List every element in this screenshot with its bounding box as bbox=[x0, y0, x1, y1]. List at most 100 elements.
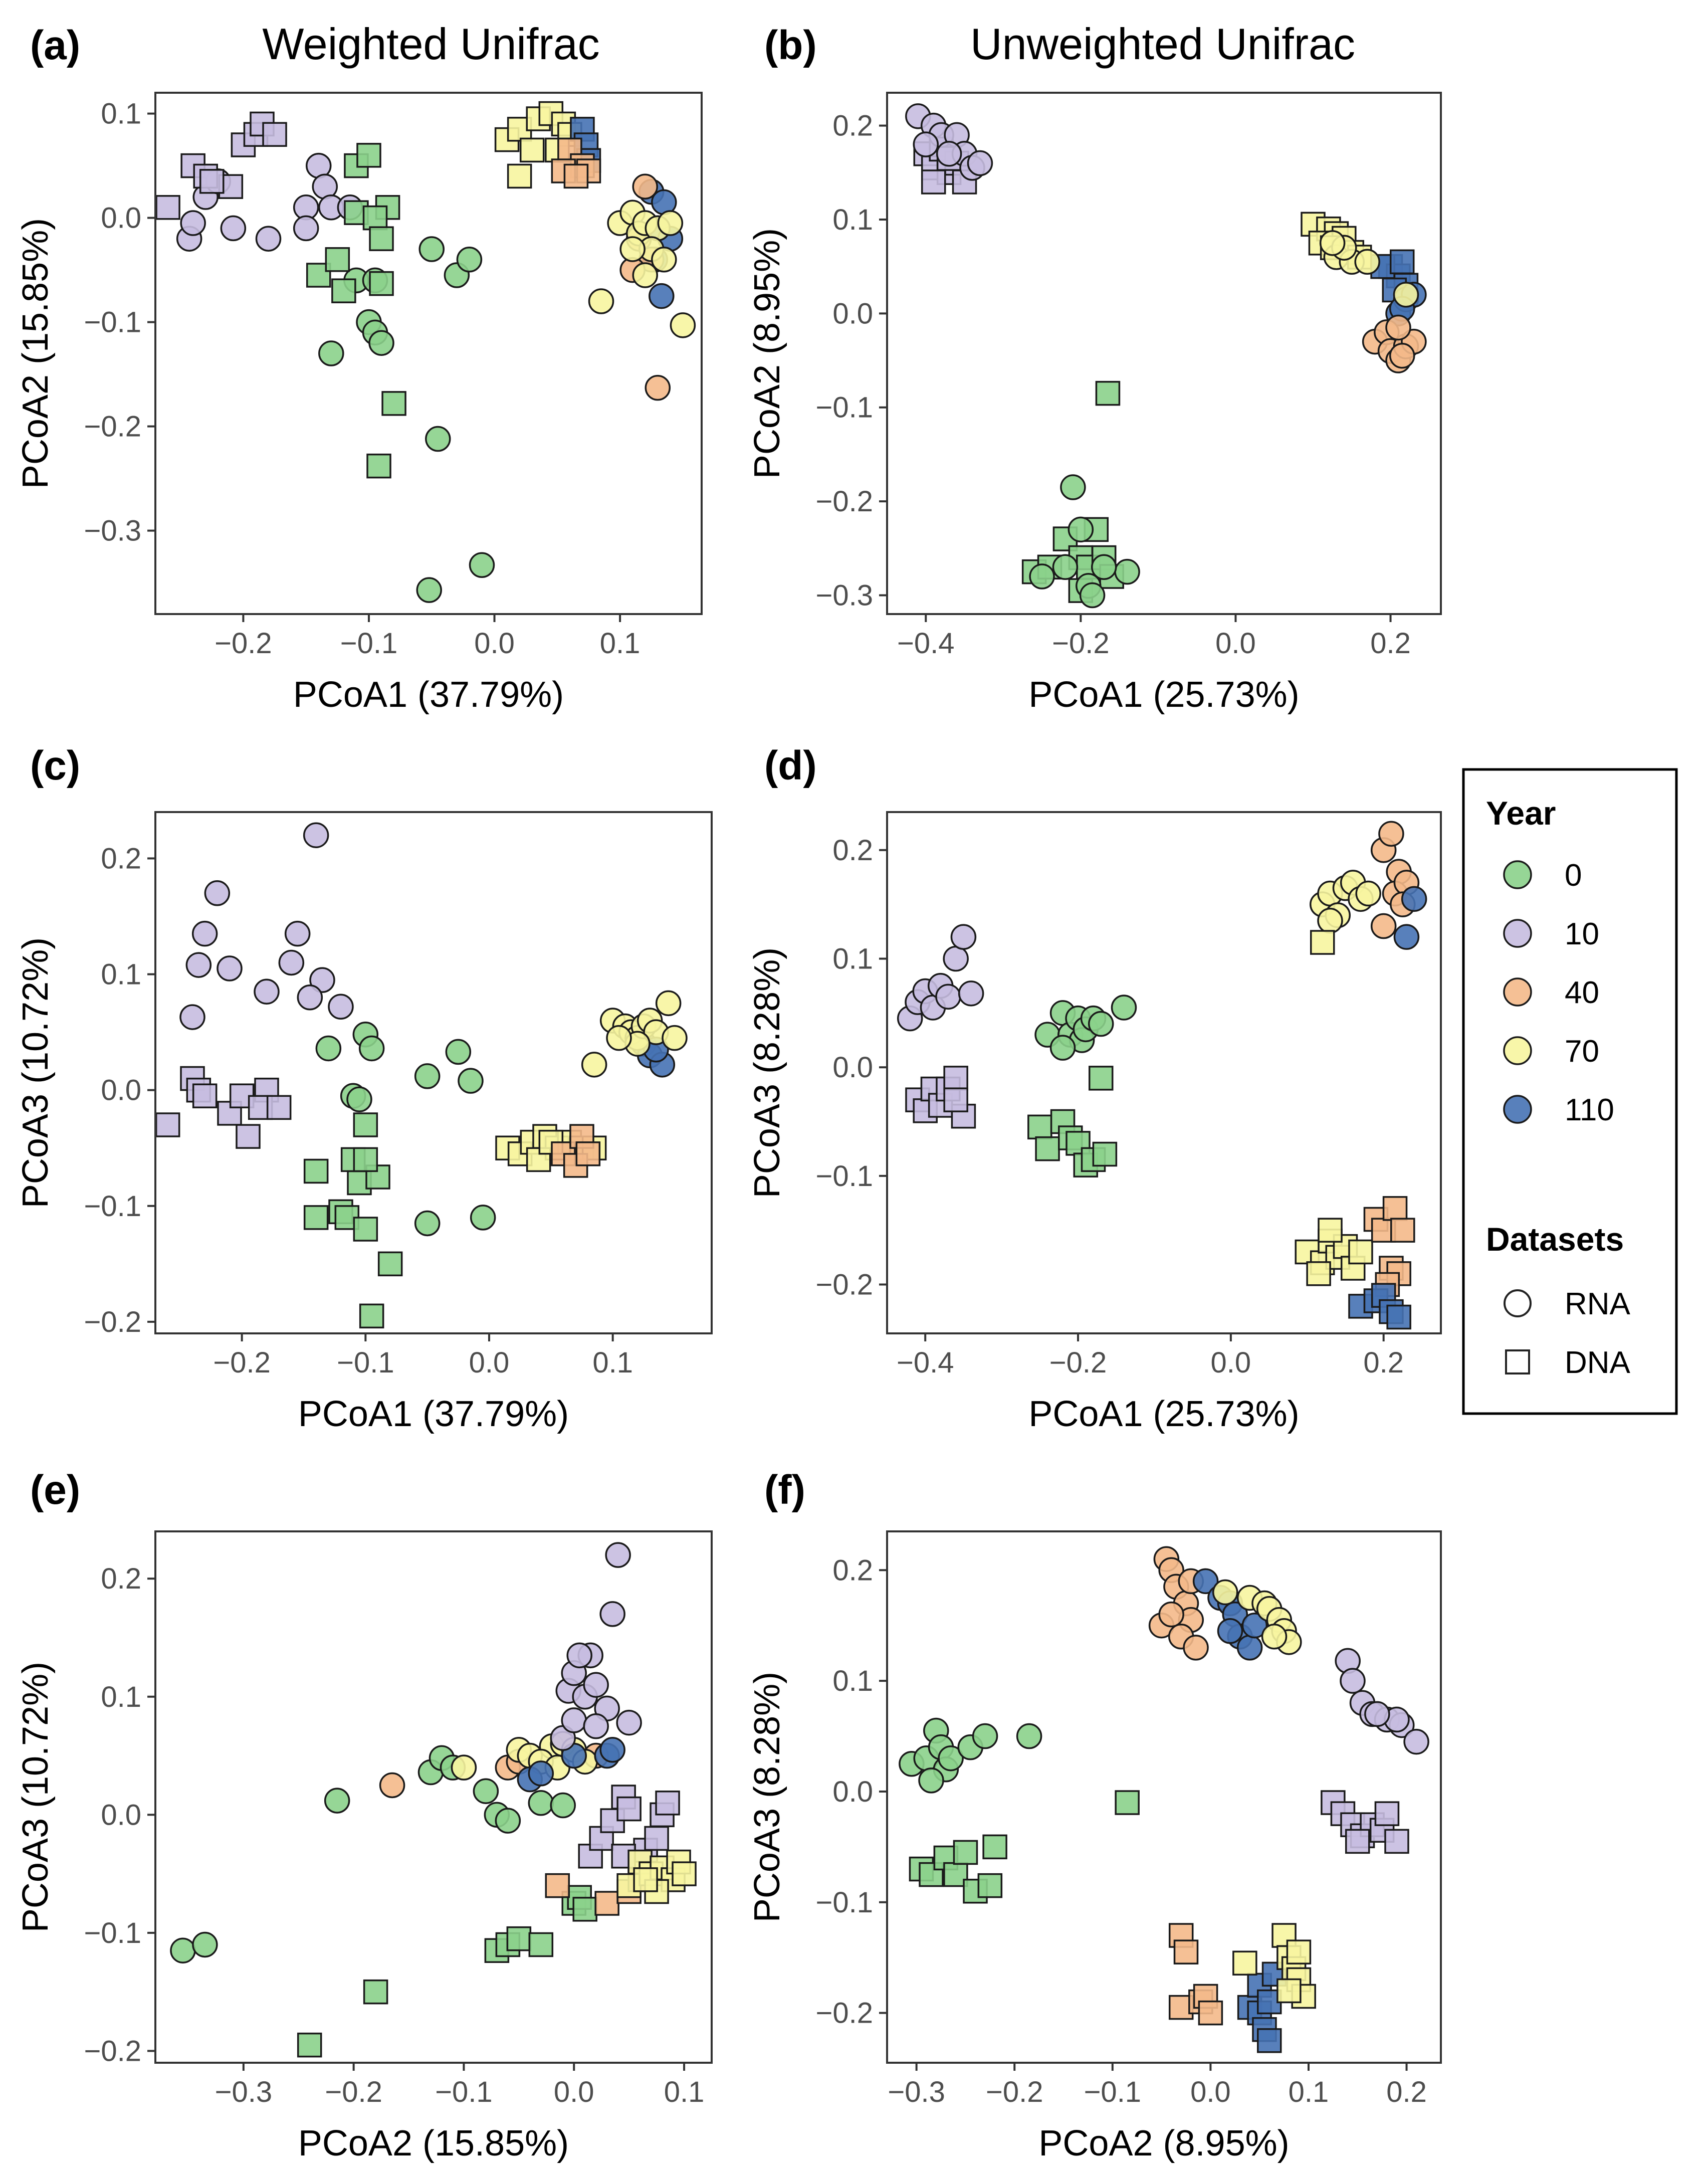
y-tick-label: 0.2 bbox=[832, 1554, 873, 1587]
point-year-70-rna bbox=[619, 236, 646, 262]
point-year-70-rna bbox=[670, 312, 696, 338]
point-year-70-dna bbox=[1276, 1978, 1302, 2004]
point-year-10-rna bbox=[303, 822, 329, 848]
point-year-0-rna bbox=[1029, 563, 1055, 589]
y-axis-label: PCoA2 (8.95%) bbox=[747, 228, 787, 479]
point-year-10-rna bbox=[293, 215, 319, 242]
point-year-0-dna bbox=[359, 1303, 384, 1329]
markers-c bbox=[155, 822, 688, 1329]
point-year-0-dna bbox=[363, 1979, 388, 2005]
point-year-0-dna bbox=[356, 143, 381, 168]
point-year-70-dna bbox=[1306, 1261, 1331, 1286]
point-year-40-dna bbox=[1173, 1939, 1199, 1964]
panel-label-e: (e) bbox=[30, 1467, 80, 1513]
point-year-70-rna bbox=[632, 262, 658, 288]
legend-year-title: Year bbox=[1486, 795, 1556, 832]
point-year-10-dna bbox=[616, 1796, 642, 1822]
point-year-0-rna bbox=[1016, 1723, 1042, 1749]
y-axis-label: PCoA3 (8.28%) bbox=[747, 947, 787, 1198]
point-year-40-dna bbox=[1382, 1196, 1408, 1221]
point-year-40-dna bbox=[594, 1891, 619, 1916]
y-tick-label: −0.1 bbox=[816, 1886, 874, 1919]
point-year-10-rna bbox=[1403, 1728, 1429, 1755]
point-year-0-rna bbox=[1079, 582, 1106, 609]
point-year-0-dna bbox=[1115, 1790, 1140, 1815]
x-axis-label: PCoA1 (37.79%) bbox=[293, 675, 564, 715]
point-year-0-dna bbox=[977, 1873, 1003, 1898]
point-year-0-dna bbox=[1027, 1114, 1052, 1140]
point-year-10-rna bbox=[297, 984, 323, 1011]
x-tick-label: 0.1 bbox=[600, 627, 640, 660]
point-year-0-dna bbox=[353, 1217, 378, 1242]
x-tick-label: −0.1 bbox=[337, 1346, 394, 1379]
point-year-10-rna bbox=[1340, 1668, 1366, 1694]
legend-year-swatch bbox=[1503, 1095, 1532, 1124]
point-year-0-rna bbox=[318, 340, 344, 366]
markers-d bbox=[897, 821, 1427, 1330]
point-year-40-rna bbox=[1389, 342, 1415, 369]
point-year-70-rna bbox=[657, 210, 684, 236]
legend-year-swatch bbox=[1503, 1036, 1532, 1065]
point-year-10-rna bbox=[958, 980, 984, 1007]
point-year-10-rna bbox=[328, 994, 354, 1020]
y-tick-label: 0.1 bbox=[101, 958, 141, 991]
panel-title-a: Weighted Unifrac bbox=[262, 19, 599, 69]
x-tick-label: −0.2 bbox=[1052, 627, 1110, 660]
point-year-0-rna bbox=[1088, 1011, 1114, 1037]
point-year-40-dna bbox=[545, 1873, 570, 1898]
panel-label-d: (d) bbox=[764, 743, 817, 789]
legend-dna-swatch bbox=[1505, 1349, 1530, 1374]
y-tick-label: −0.1 bbox=[816, 1160, 874, 1193]
x-tick-label: −0.2 bbox=[215, 627, 272, 660]
point-year-0-dna bbox=[572, 1897, 597, 1922]
point-year-10-rna bbox=[217, 955, 243, 981]
x-tick-label: 0.2 bbox=[1370, 627, 1411, 660]
point-year-70-dna bbox=[633, 1867, 658, 1892]
panel-d: −0.4 −0.2 0.0 0.2 0.2 0.1 0.0 −0.1 −0.2 PCoA1 (25… bbox=[747, 811, 1442, 1434]
x-tick-label: 0.1 bbox=[664, 2076, 705, 2108]
y-tick-label: −0.2 bbox=[84, 411, 142, 443]
y-tick-label: 0.1 bbox=[101, 1681, 141, 1713]
point-year-110-rna bbox=[649, 283, 675, 309]
point-year-10-rna bbox=[913, 131, 939, 157]
point-year-110-rna bbox=[1217, 1618, 1243, 1644]
point-year-0-rna bbox=[1049, 1035, 1076, 1061]
y-tick-label: 0.1 bbox=[832, 204, 873, 236]
x-tick-label: −0.2 bbox=[213, 1346, 271, 1379]
point-year-10-rna bbox=[191, 920, 218, 947]
x-axis-label: PCoA2 (15.85%) bbox=[298, 2123, 569, 2163]
point-year-10-rna bbox=[583, 1713, 609, 1739]
x-axis-label: PCoA1 (25.73%) bbox=[1028, 675, 1299, 715]
x-tick-label: 0.0 bbox=[554, 2076, 594, 2108]
point-year-70-rna bbox=[588, 288, 614, 314]
point-year-10-rna bbox=[204, 880, 231, 906]
point-year-40-dna bbox=[1390, 1218, 1415, 1243]
markers-e bbox=[170, 1542, 697, 2058]
plot-frame bbox=[154, 1530, 713, 2064]
plot-frame bbox=[154, 811, 713, 1334]
point-year-70-dna bbox=[1310, 930, 1335, 955]
x-tick-label: 0.2 bbox=[1363, 1346, 1404, 1379]
y-tick-label: 0.2 bbox=[101, 1562, 141, 1595]
x-tick-label: −0.4 bbox=[897, 1346, 954, 1379]
point-year-10-dna bbox=[266, 1095, 292, 1120]
point-year-10-dna bbox=[943, 1087, 968, 1112]
y-tick-label: 0.0 bbox=[101, 202, 141, 235]
point-year-0-dna bbox=[369, 226, 394, 251]
point-year-0-dna bbox=[303, 1205, 329, 1230]
x-tick-label: −0.3 bbox=[215, 2076, 273, 2108]
point-year-70-rna bbox=[1354, 249, 1380, 275]
point-year-0-rna bbox=[1052, 554, 1079, 580]
point-year-10-rna bbox=[278, 949, 305, 976]
plot-frame bbox=[154, 92, 703, 615]
point-year-0-rna bbox=[192, 1931, 218, 1958]
point-year-0-rna bbox=[170, 1937, 196, 1963]
point-year-70-dna bbox=[519, 137, 545, 163]
point-year-10-rna bbox=[935, 983, 961, 1010]
point-year-70-rna bbox=[451, 1754, 477, 1781]
point-year-70-rna bbox=[581, 1052, 607, 1078]
legend-box bbox=[1462, 768, 1678, 1415]
point-year-0-dna bbox=[1089, 1066, 1114, 1091]
